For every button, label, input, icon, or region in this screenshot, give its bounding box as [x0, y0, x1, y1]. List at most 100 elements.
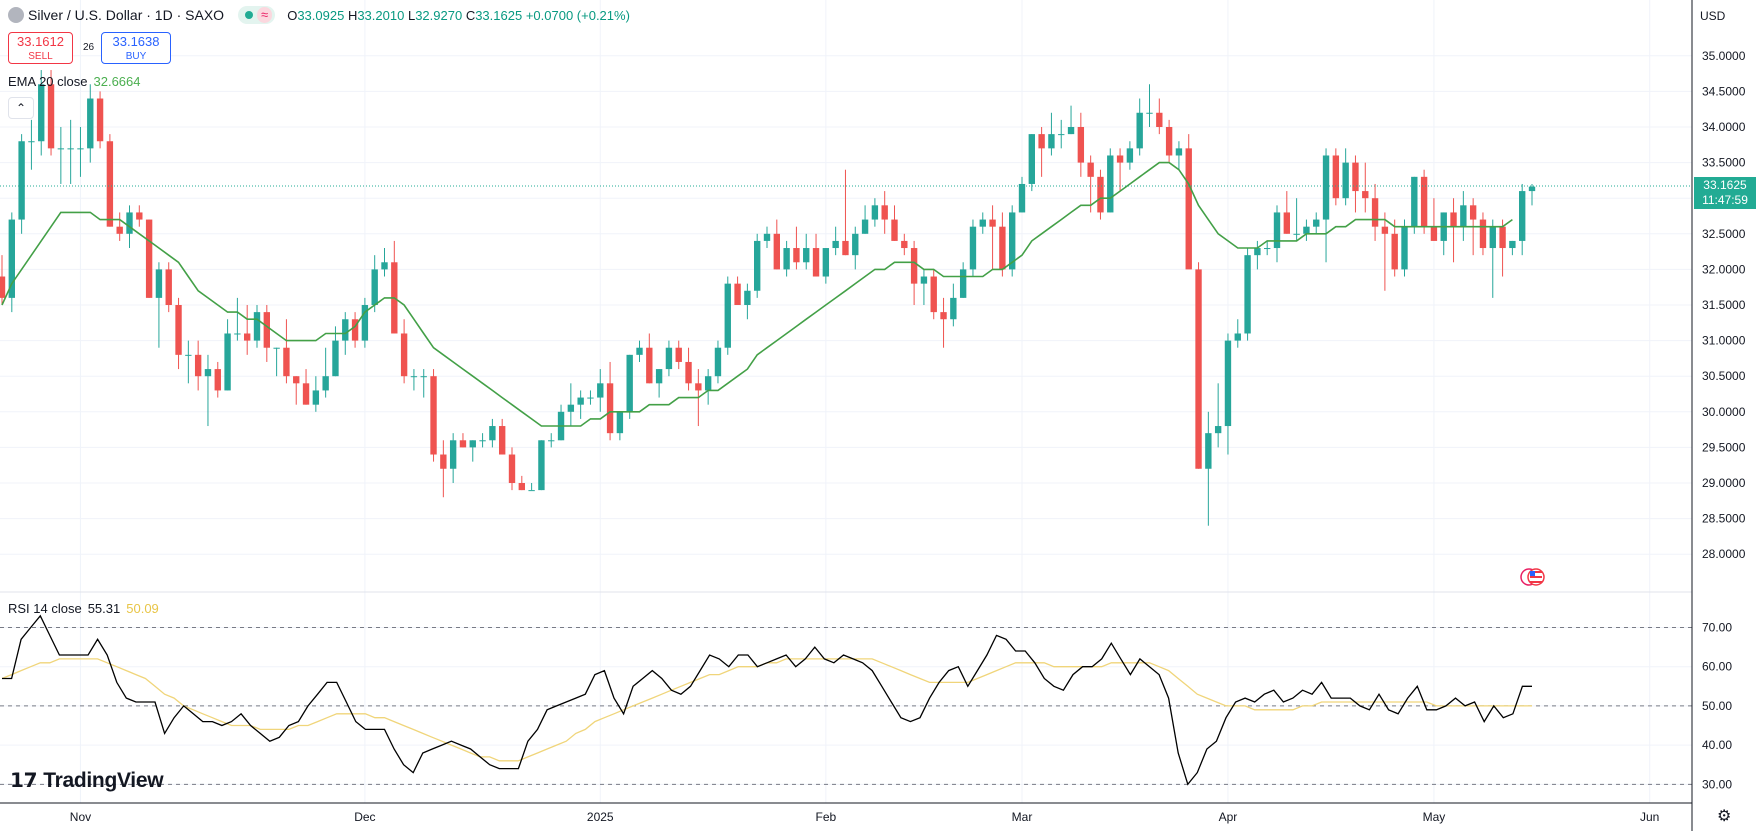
- candle-body: [244, 333, 251, 341]
- low-value: 32.9270: [415, 7, 463, 23]
- candle: [1175, 141, 1183, 170]
- candle-body: [871, 205, 879, 220]
- rsi-axis[interactable]: 30.00 40.00 50.00 60.00 70.00: [1702, 621, 1732, 792]
- candle-body: [38, 84, 45, 142]
- price-tick-label: 30.0000: [1702, 405, 1746, 419]
- price-tick-label: 34.0000: [1702, 120, 1746, 134]
- candle-body: [18, 141, 25, 220]
- candle-body: [1009, 212, 1016, 270]
- candle-body: [587, 397, 594, 399]
- change-value: +0.0700 (+0.21%): [525, 7, 630, 23]
- candle-body: [940, 312, 947, 320]
- candle-body: [695, 383, 702, 391]
- candle-body: [754, 240, 761, 291]
- market-open-dot-icon: [245, 11, 254, 19]
- gear-icon[interactable]: ⚙: [1717, 808, 1732, 825]
- candle-body: [734, 283, 741, 305]
- candle-body: [1273, 212, 1281, 249]
- tradingview-logo[interactable]: 𝟭𝟳 TradingView: [10, 768, 164, 793]
- candle: [597, 369, 604, 412]
- candle: [1322, 148, 1330, 263]
- candle: [1205, 411, 1212, 526]
- candle-body: [116, 226, 123, 234]
- candle-body: [1126, 148, 1134, 163]
- candle: [332, 326, 339, 377]
- rsi-legend[interactable]: RSI 14 close 55.31 50.09: [8, 601, 159, 616]
- candle: [96, 91, 104, 149]
- candle-body: [312, 390, 320, 405]
- grid-lines: [0, 0, 1692, 803]
- candle-body: [1156, 112, 1163, 127]
- price-tick-label: 29.5000: [1702, 440, 1746, 454]
- candle: [1116, 148, 1124, 192]
- us-flag-icon[interactable]: [1520, 567, 1546, 587]
- candle-body: [626, 354, 633, 412]
- candle: [185, 340, 192, 384]
- candle: [224, 319, 231, 391]
- candle: [577, 390, 584, 419]
- candle: [1165, 119, 1173, 163]
- candle: [901, 233, 908, 256]
- candle-body: [126, 212, 133, 234]
- time-tick-label: Nov: [70, 810, 91, 824]
- buy-button[interactable]: 33.1638 BUY: [101, 32, 171, 64]
- candle-body: [322, 376, 329, 391]
- ema-line: [1, 161, 1513, 427]
- ema-legend[interactable]: EMA 20 close 32.6664: [8, 74, 141, 89]
- candle: [1126, 141, 1134, 170]
- candle-body: [577, 397, 584, 405]
- candle: [636, 340, 643, 362]
- candle-body: [234, 333, 241, 335]
- candle-body: [175, 305, 182, 355]
- candle-body: [1136, 112, 1143, 149]
- candle: [881, 191, 888, 234]
- candle-body: [293, 376, 300, 384]
- candle: [400, 319, 408, 384]
- symbol-title[interactable]: Silver / U.S. Dollar · 1D · SAXO: [28, 7, 225, 23]
- candle: [646, 333, 653, 384]
- candle-body: [67, 148, 74, 150]
- candle: [930, 269, 937, 320]
- candle-body: [655, 369, 663, 384]
- candle-body: [1293, 233, 1300, 235]
- candle: [852, 226, 859, 270]
- price-tick-label: 35.0000: [1702, 49, 1746, 63]
- candle: [410, 369, 418, 391]
- candle: [1195, 262, 1202, 469]
- candle: [28, 119, 35, 170]
- candle: [1489, 219, 1496, 298]
- candle-body: [145, 219, 153, 298]
- candle-body: [1028, 134, 1035, 184]
- candle-body: [479, 440, 486, 442]
- candle: [871, 198, 879, 227]
- candle: [1371, 183, 1379, 241]
- candle-body: [646, 347, 653, 384]
- candle-body: [1303, 226, 1310, 234]
- candle-body: [1058, 134, 1065, 136]
- rsi-tick-label: 30.00: [1702, 777, 1732, 791]
- candle: [214, 361, 221, 398]
- candle-body: [1332, 155, 1340, 199]
- candle: [1264, 240, 1271, 256]
- candle: [234, 297, 241, 341]
- candle: [391, 240, 398, 334]
- candle-body: [969, 226, 977, 270]
- market-status-badge[interactable]: ≈: [238, 6, 276, 24]
- currency-selector[interactable]: USD: [1700, 9, 1726, 23]
- time-tick-label: Feb: [816, 810, 837, 824]
- collapse-legend-button[interactable]: ⌃: [8, 97, 34, 119]
- rsi-line: [2, 614, 1532, 786]
- candle: [1146, 84, 1153, 127]
- ema-legend-value: 32.6664: [93, 74, 141, 89]
- candle-body: [1116, 155, 1124, 163]
- spread-value: 26: [83, 42, 95, 53]
- time-tick-label: Jun: [1640, 810, 1659, 824]
- rsi-tick-label: 50.00: [1702, 699, 1732, 713]
- time-axis[interactable]: Nov Dec 2025 Feb Mar Apr May Jun: [70, 810, 1660, 824]
- candle-body: [332, 340, 339, 377]
- price-axis[interactable]: 28.0000 28.5000 29.0000 29.5000 30.0000 30.50…: [1702, 49, 1746, 561]
- candle-body: [204, 369, 212, 377]
- wave-icon[interactable]: ≈: [257, 7, 273, 23]
- sell-button[interactable]: 33.1612 SELL: [8, 32, 73, 64]
